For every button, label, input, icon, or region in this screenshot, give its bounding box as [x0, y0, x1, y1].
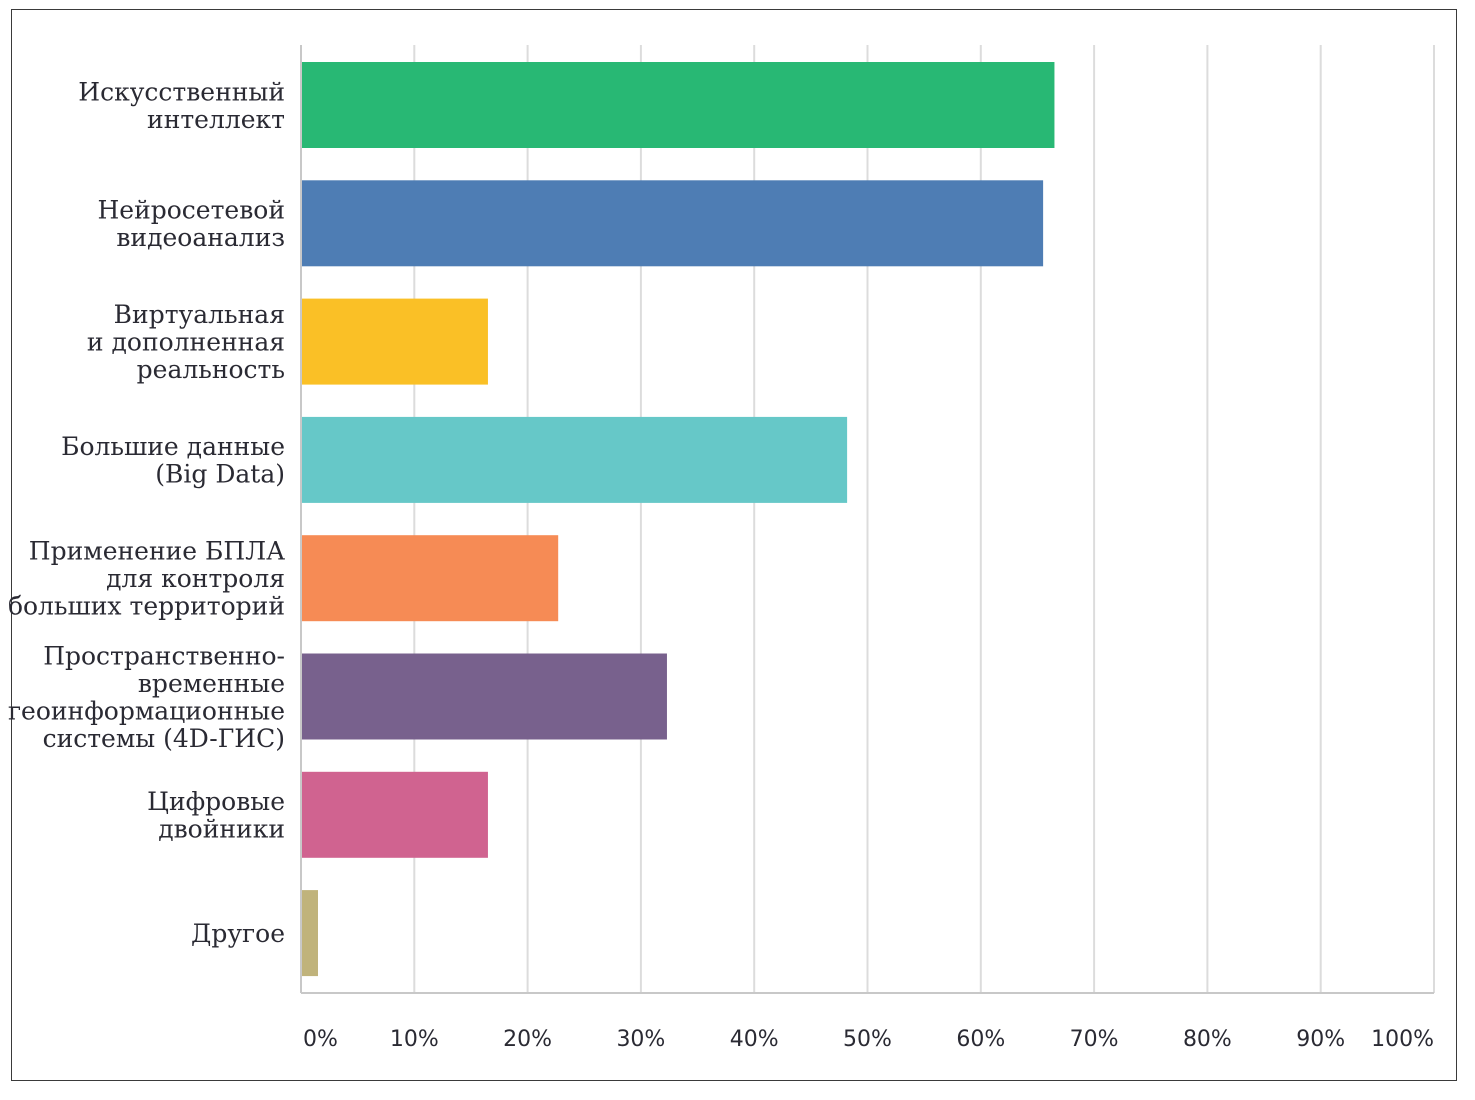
category-label: Искусственный интеллект: [78, 77, 285, 134]
category-label: Другое: [191, 919, 285, 948]
category-label-line: (Big Data): [155, 460, 285, 489]
category-label: Цифровые двойники: [147, 787, 285, 844]
category-label: Виртуальная и дополненная реальность: [87, 300, 285, 384]
category-label: Применение БПЛА для контроля больших терри…: [8, 537, 285, 621]
category-labels: Искусственный интеллект Нейросетевой видеоа…: [8, 77, 285, 948]
x-tick-labels: 0% 10% 20% 30% 40% 50% 60% 70% 80% 90% 100%: [303, 1027, 1434, 1052]
category-label-line: больших территорий: [8, 592, 285, 621]
x-tick-label: 60%: [956, 1027, 1005, 1052]
category-label-line: Применение БПЛА: [29, 537, 285, 566]
bar: [301, 771, 488, 858]
bars: [301, 62, 1055, 977]
category-label-line: интеллект: [147, 105, 285, 134]
category-label: Большие данные (Big Data): [61, 432, 285, 489]
category-label-line: двойники: [158, 815, 285, 844]
category-label-line: Другое: [191, 919, 285, 948]
x-tick-label: 80%: [1183, 1027, 1232, 1052]
category-label-line: временные: [138, 669, 285, 698]
bar: [301, 535, 559, 622]
bar: [301, 416, 848, 503]
category-label-line: Искусственный: [78, 77, 285, 106]
category-label-line: и дополненная: [87, 328, 285, 357]
x-tick-label: 50%: [843, 1027, 892, 1052]
category-label-line: Нейросетевой: [97, 196, 285, 225]
category-label-line: Большие данные: [61, 432, 285, 461]
x-tick-label: 30%: [616, 1027, 665, 1052]
x-tick-label: 10%: [390, 1027, 439, 1052]
category-label: Нейросетевой видеоанализ: [97, 196, 285, 253]
category-label-line: геоинформационные: [8, 696, 285, 725]
category-label-line: Цифровые: [147, 787, 285, 816]
category-label-line: Виртуальная: [114, 300, 285, 329]
category-label-line: реальность: [137, 355, 285, 384]
x-tick-label: 90%: [1296, 1027, 1345, 1052]
x-tick-label: 100%: [1371, 1027, 1434, 1052]
axes: [300, 45, 1434, 994]
x-tick-label: 20%: [503, 1027, 552, 1052]
category-label-line: Пространственно-: [43, 641, 285, 670]
bar: [301, 62, 1055, 148]
category-label-line: видеоанализ: [116, 223, 285, 252]
bar: [301, 653, 667, 740]
category-label-line: системы (4D-ГИС): [43, 724, 285, 753]
category-label: Пространственно-временные геоинформационн…: [8, 641, 285, 753]
bar: [301, 180, 1044, 267]
bar: [301, 298, 488, 385]
x-tick-label: 70%: [1070, 1027, 1119, 1052]
bar: [301, 890, 318, 977]
x-tick-label: 40%: [730, 1027, 779, 1052]
category-label-line: для контроля: [106, 564, 285, 593]
x-tick-label: 0%: [303, 1027, 338, 1052]
